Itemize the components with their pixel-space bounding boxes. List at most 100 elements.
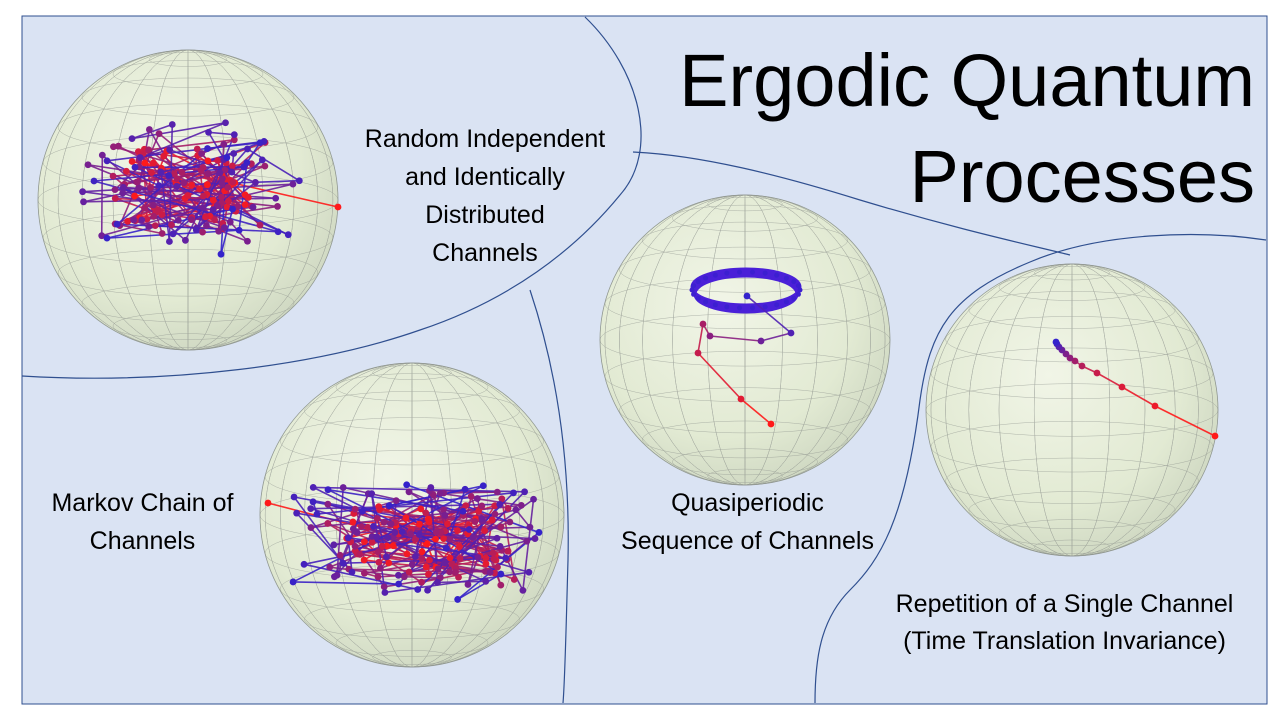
trajectory-point xyxy=(411,553,419,560)
trajectory-point xyxy=(469,534,477,541)
trajectory-point xyxy=(395,571,402,579)
trajectory-point xyxy=(351,505,359,513)
trajectory-point xyxy=(358,507,366,515)
trajectory-segment xyxy=(1121,386,1156,407)
latitude-line xyxy=(930,421,1214,473)
trajectory-segment xyxy=(384,576,441,588)
quasiperiodic-ring xyxy=(689,267,803,314)
trajectory-point xyxy=(446,568,454,576)
trajectory-point xyxy=(261,162,269,170)
trajectory-point xyxy=(452,568,459,576)
trajectory-point xyxy=(324,520,332,527)
trajectory-point xyxy=(324,500,332,508)
trajectory-point xyxy=(373,533,381,541)
trajectory-point xyxy=(374,573,382,581)
trajectory-point xyxy=(220,140,228,148)
trajectory-point xyxy=(706,332,714,340)
trajectory-segment xyxy=(417,492,515,591)
trajectory-point xyxy=(309,498,317,506)
label-quasiperiodic: Quasiperiodic Sequence of Channels xyxy=(595,484,900,560)
trajectory-point xyxy=(199,228,206,236)
latitude-line xyxy=(619,246,871,293)
trajectory-point xyxy=(264,499,272,507)
trajectory-point xyxy=(1071,357,1079,365)
trajectory-segment xyxy=(440,492,522,507)
trajectory-point xyxy=(216,169,224,177)
trajectory-point xyxy=(241,201,249,209)
trajectory-point xyxy=(380,518,388,526)
trajectory-point xyxy=(459,507,467,515)
latitude-line xyxy=(619,387,871,434)
trajectory-point xyxy=(392,497,400,505)
latitude-line xyxy=(642,221,848,260)
trajectory-point xyxy=(168,221,175,229)
trajectory-segment xyxy=(293,496,470,531)
trajectory-point xyxy=(103,157,111,165)
ring-point xyxy=(762,304,768,310)
trajectory-point xyxy=(471,518,479,525)
ring-point xyxy=(750,305,756,311)
trajectory-point xyxy=(113,220,121,228)
trajectory-point xyxy=(1211,432,1219,440)
trajectory-point xyxy=(491,510,499,518)
trajectory-point xyxy=(380,583,388,591)
title-line-1: Ergodic Quantum xyxy=(679,39,1255,122)
trajectory-point xyxy=(473,495,481,502)
divider-repetition-region xyxy=(814,234,1267,704)
trajectory-point xyxy=(198,150,206,157)
trajectory-segment xyxy=(247,148,300,182)
trajectory-point xyxy=(214,157,222,164)
trajectory-point xyxy=(441,511,449,519)
trajectory-point xyxy=(496,500,504,508)
trajectory-point xyxy=(699,320,707,328)
trajectory-point xyxy=(368,538,376,546)
trajectory-point xyxy=(307,524,315,531)
trajectory-point xyxy=(424,586,431,594)
trajectory-point xyxy=(510,576,518,583)
trajectory-point xyxy=(506,518,514,526)
latitude-line xyxy=(968,291,1176,329)
longitude-line xyxy=(42,49,334,351)
trajectory-point xyxy=(258,156,266,164)
ring-point xyxy=(703,299,709,305)
bloch-sphere-markov xyxy=(259,362,565,668)
trajectory-point xyxy=(383,553,390,561)
trajectory-point xyxy=(512,506,520,514)
trajectory-segment xyxy=(398,537,536,577)
trajectory-point xyxy=(174,216,182,224)
trajectory-point xyxy=(425,556,433,564)
ring-point xyxy=(736,305,742,311)
latitude-line xyxy=(280,417,544,466)
label-quasiperiodic-line-2: Sequence of Channels xyxy=(621,527,874,555)
latitude-line xyxy=(998,519,1146,547)
trajectory-point xyxy=(217,250,225,258)
trajectory-point xyxy=(357,523,365,530)
trajectory-segment xyxy=(697,323,704,354)
trajectory-point xyxy=(181,236,189,244)
trajectory-point xyxy=(391,529,399,536)
trajectory-segment xyxy=(201,143,225,155)
trajectory-point xyxy=(349,518,357,526)
label-iid-line-2: and Identically xyxy=(405,163,565,191)
trajectory-point xyxy=(456,543,463,551)
trajectory-point xyxy=(375,548,382,555)
trajectory-point xyxy=(130,216,137,224)
ring-point xyxy=(736,269,742,275)
trajectory-point xyxy=(141,204,148,212)
trajectory-segment xyxy=(160,172,171,242)
ring-point xyxy=(791,295,797,301)
trajectory-segment xyxy=(82,190,214,211)
trajectory-segment xyxy=(1154,405,1216,437)
trajectory-segment xyxy=(101,206,204,237)
label-markov-line-2: Channels xyxy=(89,527,196,555)
ring-point xyxy=(691,291,697,297)
trajectory-point xyxy=(334,203,342,211)
trajectory-point xyxy=(203,181,211,189)
trajectory-point xyxy=(220,224,228,232)
trajectory-point xyxy=(427,484,435,491)
trajectory-segment xyxy=(709,335,762,342)
trajectory-point xyxy=(252,179,259,186)
trajectory-point xyxy=(422,563,430,571)
trajectory-point xyxy=(204,145,211,152)
